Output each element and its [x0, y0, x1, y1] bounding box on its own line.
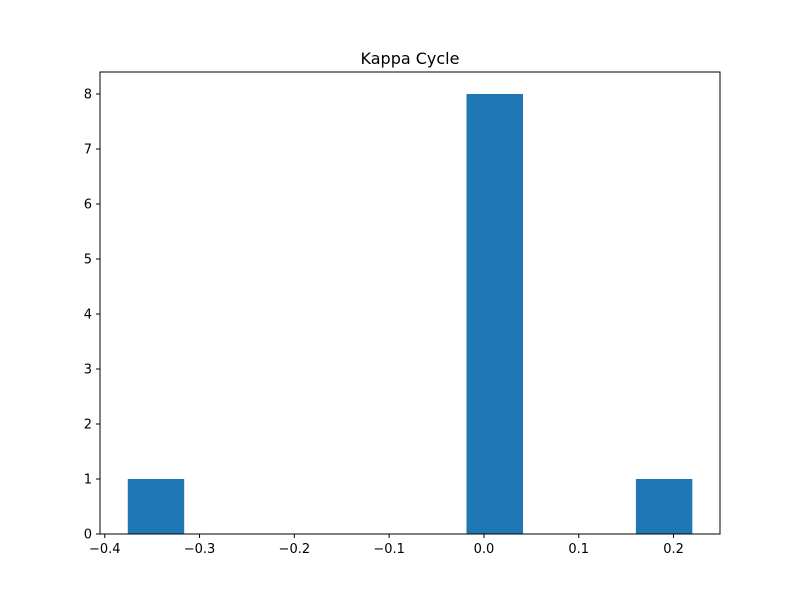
- x-tick-label: 0.2: [663, 542, 684, 557]
- histogram-bar-2: [466, 94, 523, 534]
- x-tick-label: 0.1: [568, 542, 589, 557]
- chart-title: Kappa Cycle: [361, 49, 460, 68]
- y-tick-label: 4: [84, 308, 92, 323]
- plot-frame: [99, 71, 721, 535]
- y-tick-label: 7: [84, 143, 92, 158]
- y-tick-label: 6: [84, 198, 92, 213]
- x-tick-label: −0.4: [89, 542, 121, 557]
- x-axis: −0.4 −0.3 −0.2 −0.1 0.0 0.1 0.2: [89, 534, 684, 557]
- x-tick-label: −0.1: [373, 542, 405, 557]
- y-axis: 0 1 2 3 4 5 6 7 8: [84, 88, 100, 543]
- y-tick-label: 0: [84, 528, 92, 543]
- y-tick-label: 8: [84, 88, 92, 103]
- y-tick-label: 2: [84, 418, 92, 433]
- histogram-bar-1: [127, 479, 185, 534]
- x-tick-label: −0.2: [279, 542, 311, 557]
- y-tick-label: 1: [84, 473, 92, 488]
- y-tick-label: 3: [84, 363, 92, 378]
- x-tick-label: 0.0: [474, 542, 495, 557]
- y-tick-label: 5: [84, 253, 92, 268]
- histogram-bar-3: [635, 479, 693, 534]
- bars-group: [127, 94, 693, 534]
- x-tick-label: −0.3: [184, 542, 216, 557]
